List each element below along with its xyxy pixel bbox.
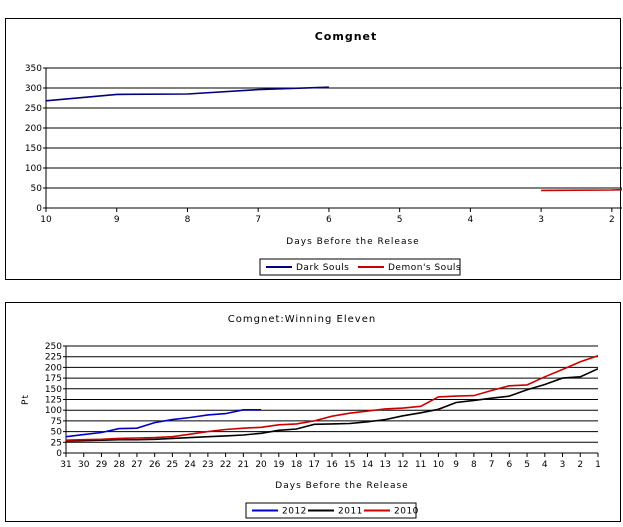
series-line-2011 xyxy=(66,367,598,442)
x-tick-label: 6 xyxy=(326,215,332,225)
x-tick-label: 8 xyxy=(471,460,477,470)
y-tick-label: 225 xyxy=(45,353,62,363)
x-tick-label: 19 xyxy=(273,460,285,470)
series-line-demon-s-souls xyxy=(541,188,622,192)
chart-winning-eleven-svg: Comgnet:Winning Eleven025507510012515017… xyxy=(21,314,601,519)
chart-panel-comgnet: Comgnet 0 50 100 150 200 250 300 350 10 9 8 7 6 5 4 3 2 Da… xyxy=(5,18,622,280)
x-tick-label: 3 xyxy=(538,215,544,225)
x-tick-label: 7 xyxy=(489,460,495,470)
y-tick-label: 100 xyxy=(45,406,62,416)
x-tick-label: 25 xyxy=(167,460,178,470)
legend-label: 2012 xyxy=(282,507,307,517)
y-tick-label: 200 xyxy=(45,363,62,373)
x-tick-label: 2 xyxy=(577,460,583,470)
x-tick-label: 11 xyxy=(415,460,426,470)
x-tick-label: 22 xyxy=(220,460,231,470)
x-tick-label: 17 xyxy=(309,460,320,470)
chart-comgnet-svg: Comgnet 0 50 100 150 200 250 300 350 10 9 8 7 6 5 4 3 2 Da… xyxy=(25,30,622,276)
x-tick-label: 7 xyxy=(255,215,261,225)
x-tick-label: 12 xyxy=(397,460,408,470)
y-tick-label: 0 xyxy=(36,204,42,214)
legend-label: Dark Souls xyxy=(296,263,349,273)
y-tick-label: 50 xyxy=(31,184,43,194)
x-tick-label: 29 xyxy=(96,460,108,470)
x-tick-label: 4 xyxy=(468,215,474,225)
series-line-dark-souls xyxy=(46,86,329,102)
x-axis-label: Days Before the Release xyxy=(286,237,419,247)
x-tick-label: 28 xyxy=(113,460,125,470)
legend-label: Demon's Souls xyxy=(388,263,461,273)
x-tick-label: 31 xyxy=(60,460,71,470)
series-line-2012 xyxy=(66,409,262,438)
legend-label: 2011 xyxy=(338,507,363,517)
x-tick-label: 27 xyxy=(131,460,142,470)
x-tick-label: 10 xyxy=(433,460,445,470)
legend-label: 2010 xyxy=(394,507,419,517)
y-tick-label: 150 xyxy=(25,144,42,154)
x-tick-label: 4 xyxy=(542,460,548,470)
y-tick-label: 125 xyxy=(45,396,62,406)
y-tick-label: 200 xyxy=(25,124,42,134)
x-tick-label: 1 xyxy=(595,460,601,470)
x-tick-label: 5 xyxy=(524,460,530,470)
x-tick-label: 24 xyxy=(184,460,196,470)
x-tick-label: 20 xyxy=(255,460,267,470)
x-axis-label: Days Before the Release xyxy=(275,481,408,491)
chart-panel-winning-eleven: Comgnet:Winning Eleven 0 25 50 75 100 125 150 17… xyxy=(5,302,621,522)
x-tick-label: 16 xyxy=(326,460,338,470)
x-tick-label: 5 xyxy=(397,215,403,225)
x-tick-label: 23 xyxy=(202,460,213,470)
x-tick-label: 30 xyxy=(78,460,90,470)
y-tick-label: 250 xyxy=(25,104,42,114)
x-tick-label: 15 xyxy=(344,460,355,470)
y-tick-label: 175 xyxy=(45,374,62,384)
y-tick-label: 150 xyxy=(45,385,62,395)
chart-title: Comgnet xyxy=(315,30,378,43)
chart-title: Comgnet:Winning Eleven xyxy=(228,314,376,325)
x-tick-label: 26 xyxy=(149,460,161,470)
x-tick-label: 14 xyxy=(362,460,374,470)
y-tick-label: 75 xyxy=(51,417,62,427)
x-tick-label: 9 xyxy=(453,460,459,470)
x-tick-label: 21 xyxy=(238,460,249,470)
y-tick-label: 25 xyxy=(51,438,62,448)
y-tick-label: 300 xyxy=(25,84,42,94)
y-axis-label: Pt xyxy=(21,394,31,405)
y-tick-label: 50 xyxy=(51,428,63,438)
x-tick-label: 2 xyxy=(609,215,615,225)
x-tick-label: 8 xyxy=(185,215,191,225)
x-tick-label: 18 xyxy=(291,460,303,470)
x-tick-label: 9 xyxy=(114,215,120,225)
y-tick-label: 350 xyxy=(25,64,42,74)
y-tick-label: 250 xyxy=(45,342,62,352)
x-tick-label: 6 xyxy=(506,460,512,470)
x-tick-label: 10 xyxy=(40,215,52,225)
x-tick-label: 13 xyxy=(379,460,390,470)
series-line-2010 xyxy=(66,355,598,441)
y-tick-label: 100 xyxy=(25,164,42,174)
y-tick-label: 0 xyxy=(56,449,62,459)
x-tick-label: 3 xyxy=(560,460,566,470)
